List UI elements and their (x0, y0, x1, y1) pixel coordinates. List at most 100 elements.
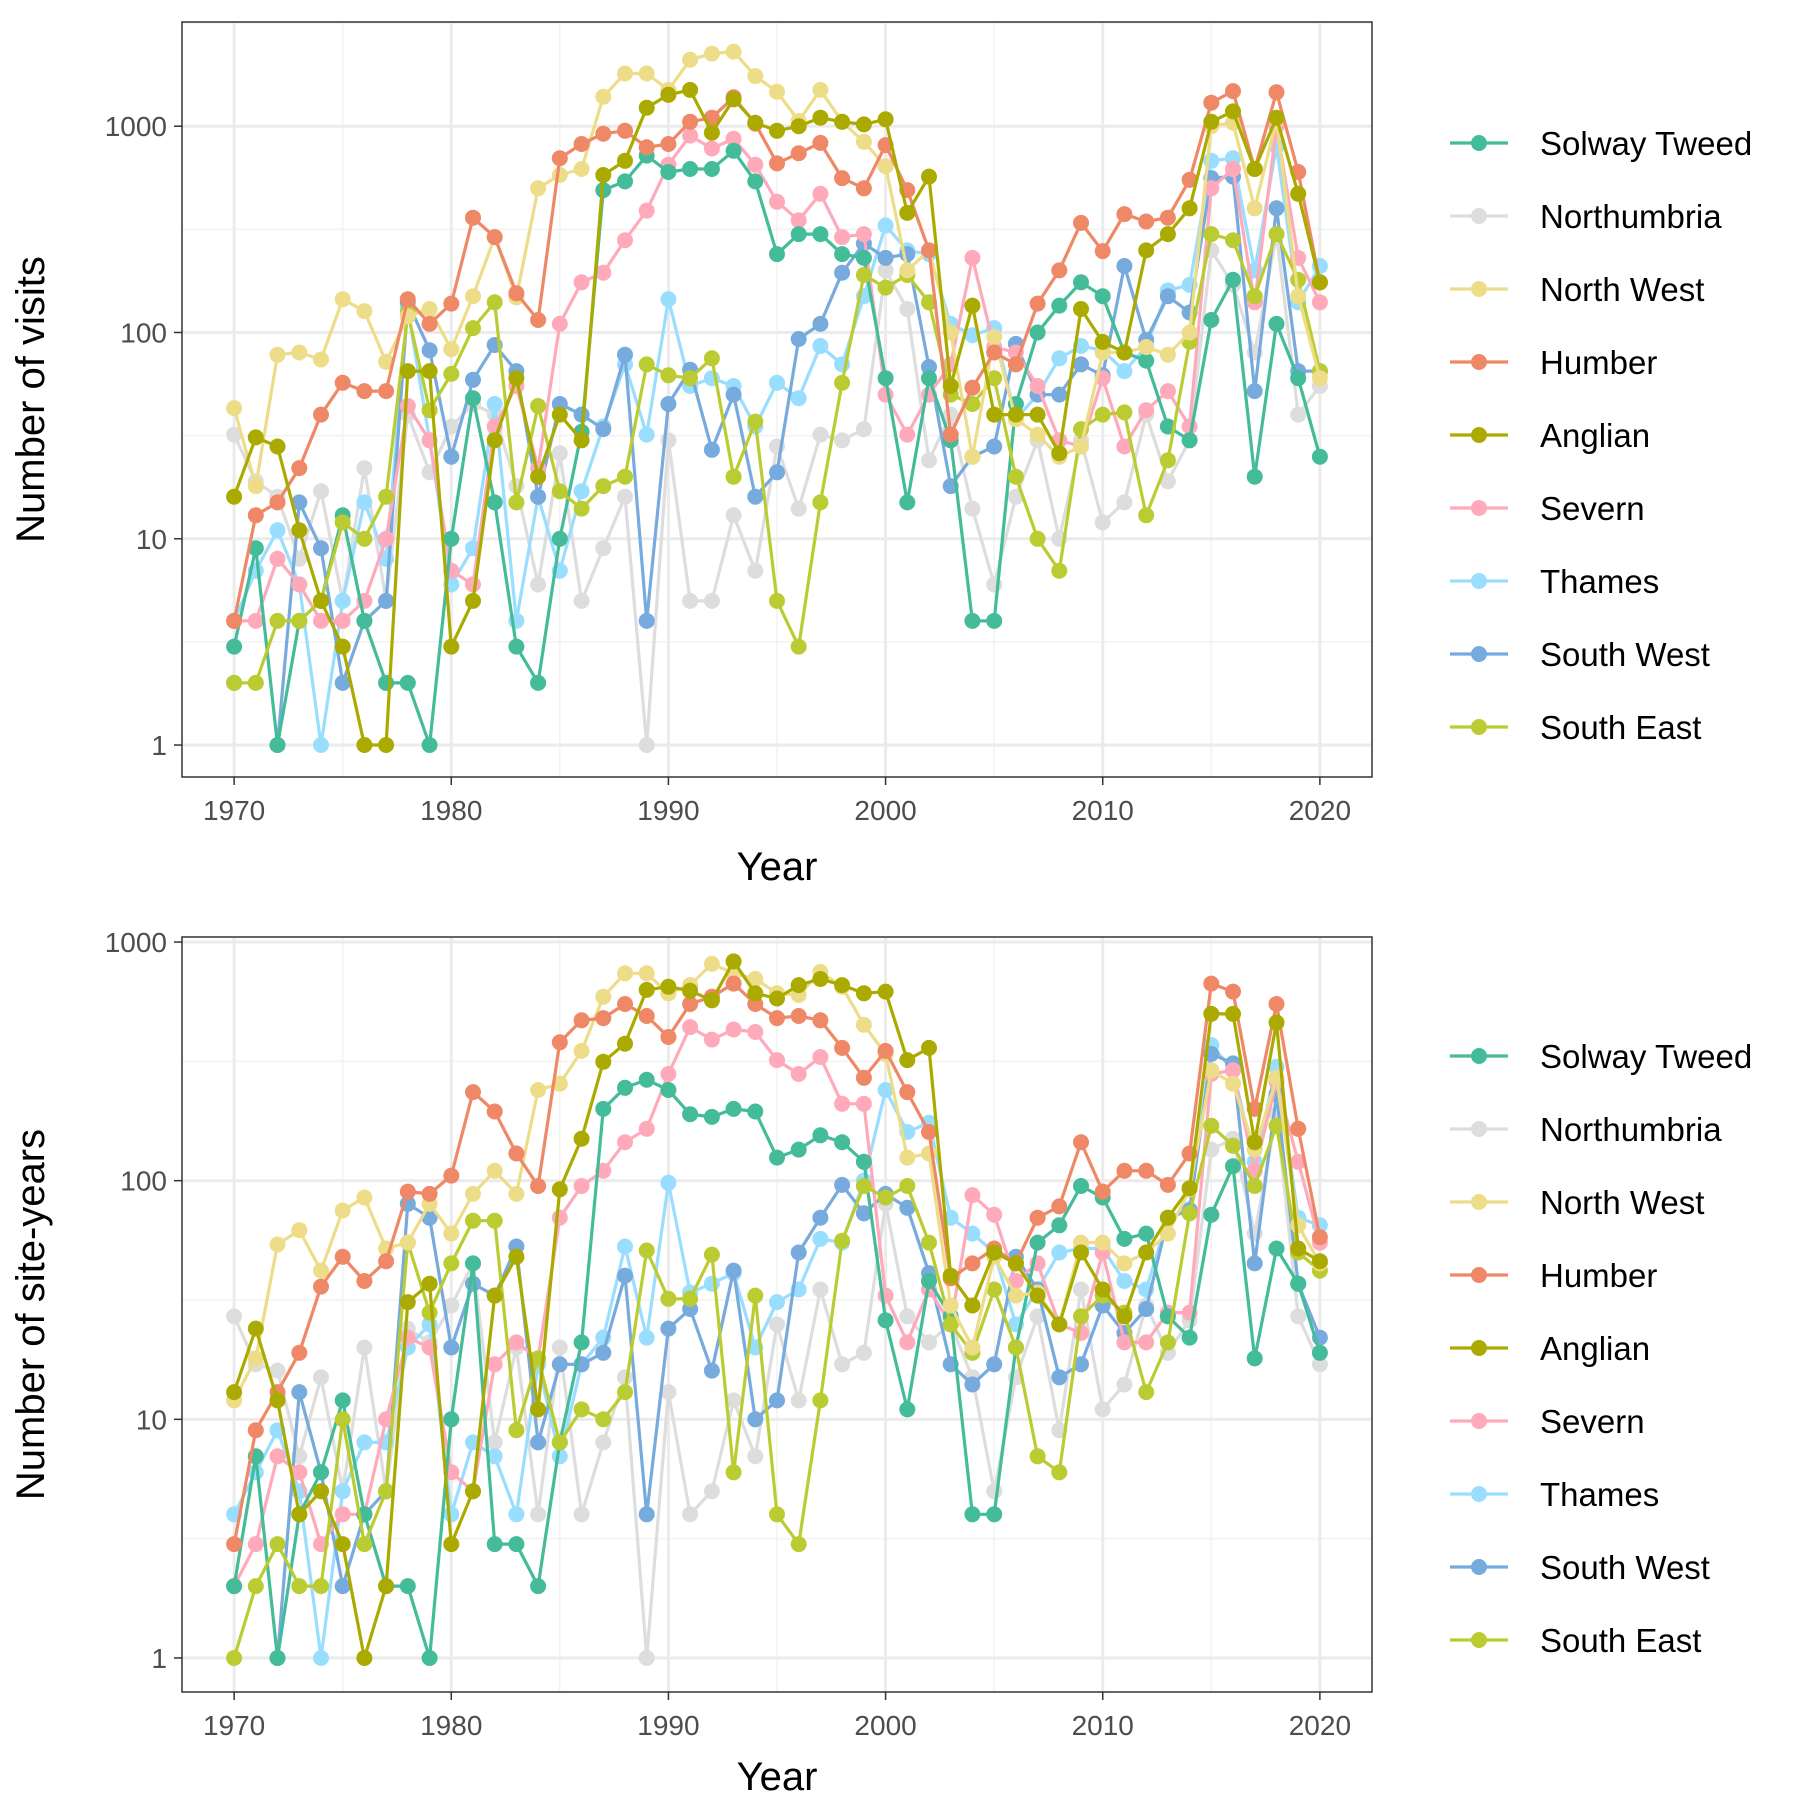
data-point (1116, 1230, 1133, 1247)
data-point (617, 1267, 633, 1284)
data-point (465, 592, 481, 609)
data-point (551, 483, 568, 500)
data-point (573, 274, 590, 291)
data-point (660, 1320, 677, 1337)
data-point (313, 540, 329, 557)
data-point (465, 1255, 481, 1272)
data-point (356, 1650, 373, 1666)
data-point (855, 1178, 872, 1194)
x-tick-label: 1970 (203, 1710, 265, 1741)
data-point (443, 1339, 460, 1356)
data-point (964, 1339, 981, 1356)
data-point (834, 246, 851, 263)
data-point (1029, 324, 1046, 341)
data-point (530, 674, 547, 691)
legend-label: Humber (1540, 1257, 1657, 1294)
data-point (703, 140, 720, 157)
data-point (747, 971, 764, 987)
data-point (877, 111, 894, 128)
data-point (443, 448, 460, 465)
data-point (986, 1356, 1003, 1373)
data-point (834, 977, 851, 994)
data-point (790, 1536, 807, 1553)
data-point (486, 1103, 503, 1120)
data-point (443, 638, 460, 655)
data-point (247, 1422, 264, 1439)
data-point (769, 193, 785, 210)
data-point (617, 346, 633, 363)
legend-item-humber: Humber (1450, 1257, 1657, 1294)
data-point (334, 638, 351, 655)
data-point (1073, 1356, 1089, 1373)
data-point (378, 1411, 395, 1428)
legend-key-point (1471, 1340, 1487, 1356)
data-point (595, 264, 612, 281)
data-point (508, 1536, 525, 1553)
data-point (1029, 530, 1046, 547)
data-point (617, 122, 633, 139)
data-point (834, 374, 851, 391)
data-point (226, 426, 243, 443)
data-point (334, 612, 351, 629)
data-point (291, 1344, 308, 1361)
data-point (790, 331, 807, 347)
data-point (334, 1248, 351, 1265)
data-point (378, 530, 395, 547)
data-point (638, 426, 655, 443)
data-point (399, 1234, 416, 1251)
data-point (551, 445, 568, 462)
data-point (986, 612, 1003, 629)
data-point (226, 674, 243, 691)
data-point (421, 1650, 438, 1666)
data-point (313, 1464, 329, 1481)
legend-label: Solway Tweed (1540, 1038, 1752, 1075)
data-point (682, 982, 699, 999)
data-point (899, 426, 916, 443)
data-point (769, 122, 785, 139)
data-point (313, 612, 329, 629)
data-point (465, 1483, 481, 1500)
data-point (486, 229, 503, 246)
data-point (226, 612, 243, 629)
data-point (1225, 232, 1241, 249)
panel-1: 1970 1980 1990 2000 2010 2020 1 10 100 1000 Year Nu… (9, 21, 1752, 889)
data-point (1159, 383, 1176, 400)
legend-key-point (1471, 1486, 1487, 1502)
data-point (964, 1506, 981, 1523)
data-point (1138, 402, 1155, 419)
data-point (1268, 84, 1285, 101)
data-point (1268, 109, 1285, 126)
data-point (834, 1232, 851, 1249)
data-point (443, 1225, 460, 1242)
data-point (790, 1244, 807, 1261)
legend-label: South West (1540, 1549, 1710, 1586)
data-point (1051, 1244, 1068, 1261)
data-point (682, 1290, 699, 1307)
data-point (486, 1356, 503, 1373)
data-point (638, 99, 655, 116)
data-point (443, 341, 460, 358)
data-point (703, 955, 720, 972)
data-point (725, 468, 742, 485)
data-point (1268, 996, 1285, 1012)
data-point (443, 1536, 460, 1553)
data-point (617, 468, 633, 485)
data-point (682, 51, 699, 68)
data-point (1029, 295, 1046, 312)
data-point (573, 483, 590, 500)
data-point (899, 1178, 916, 1194)
data-point (682, 370, 699, 387)
data-point (313, 737, 329, 753)
data-point (877, 386, 894, 403)
data-point (399, 674, 416, 691)
legend-item-thames: Thames (1450, 563, 1659, 600)
data-point (1116, 404, 1133, 421)
data-point (378, 1253, 395, 1270)
x-tick-label: 2020 (1289, 1710, 1351, 1741)
data-point (1268, 1240, 1285, 1257)
data-point (812, 494, 829, 511)
data-point (530, 1082, 547, 1098)
data-point (291, 344, 308, 361)
data-point (1225, 271, 1241, 288)
